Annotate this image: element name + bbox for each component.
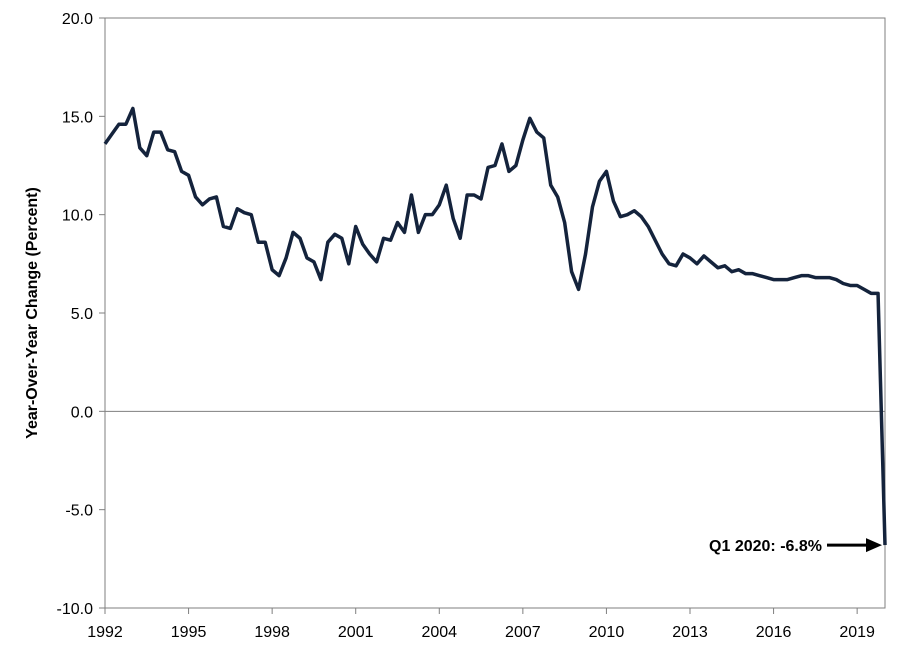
annotation-label: Q1 2020: -6.8%	[709, 538, 822, 555]
y-axis-ticks: 20.0 15.0 10.0 5.0 0.0 -5.0 -10.0	[57, 11, 105, 618]
axes	[104, 17, 886, 609]
y-tick-label: -5.0	[65, 503, 93, 520]
annotation: Q1 2020: -6.8%	[709, 538, 882, 555]
annotation-arrowhead	[866, 538, 882, 553]
x-tick-label: 1992	[87, 624, 123, 641]
x-tick-label: 2010	[589, 624, 625, 641]
x-axis-ticks: 1992 1995 1998 2001 2004 2007 2010 2013 2016 2019	[87, 608, 875, 641]
plot-frame	[104, 17, 886, 609]
x-tick-label: 2016	[756, 624, 792, 641]
x-tick-label: 1995	[171, 624, 207, 641]
y-axis-label: Year-Over-Year Change (Percent)	[24, 187, 41, 439]
x-tick-label: 2007	[505, 624, 541, 641]
y-tick-label: 5.0	[71, 306, 93, 323]
x-tick-label: 2013	[672, 624, 708, 641]
y-tick-label: 20.0	[62, 11, 93, 28]
x-tick-label: 1998	[254, 624, 290, 641]
x-tick-label: 2001	[338, 624, 374, 641]
y-tick-label: 15.0	[62, 109, 93, 126]
x-tick-label: 2019	[839, 624, 875, 641]
y-tick-label: -10.0	[57, 601, 94, 618]
x-tick-label: 2004	[421, 624, 457, 641]
series-line	[103, 106, 887, 546]
y-tick-label: 10.0	[62, 208, 93, 225]
y-tick-label: 0.0	[71, 404, 93, 421]
